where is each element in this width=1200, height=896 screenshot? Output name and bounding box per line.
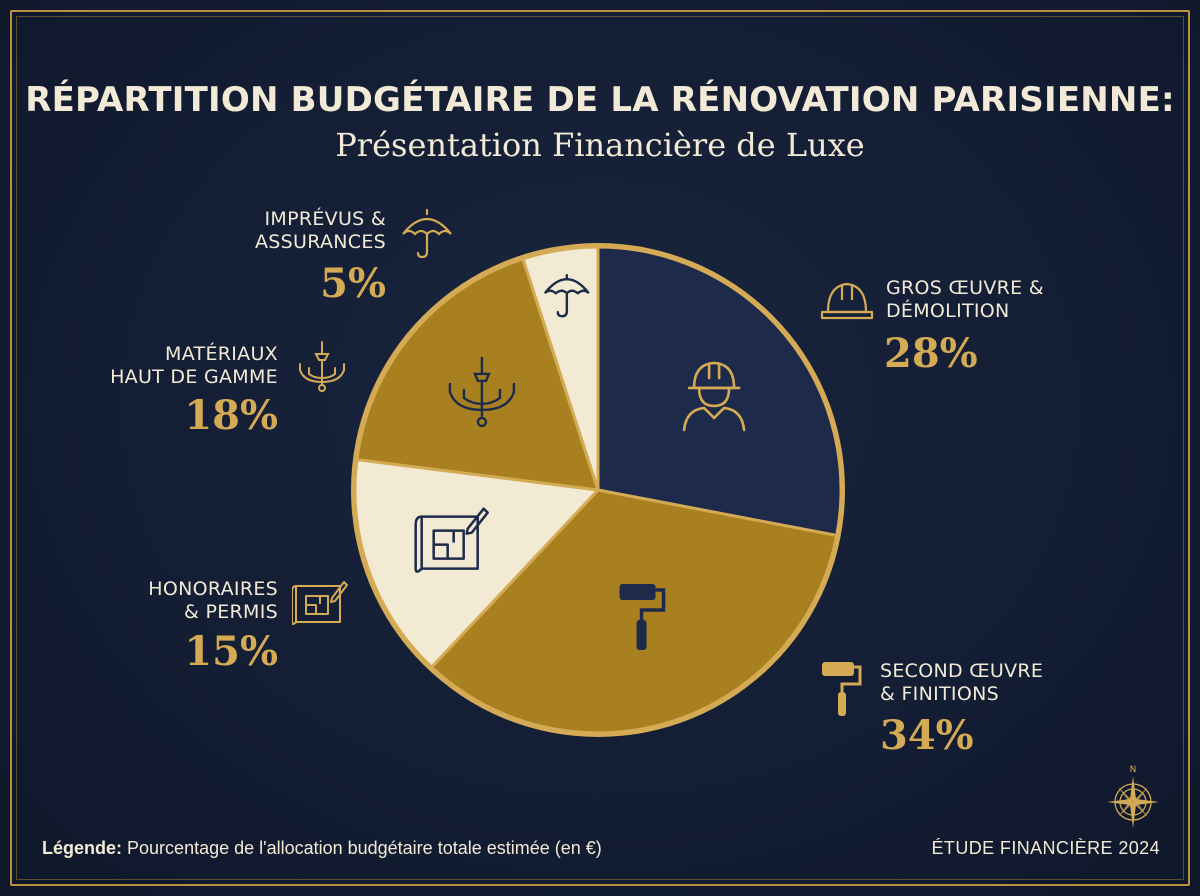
footer-study-label: ÉTUDE FINANCIÈRE 2024 <box>931 838 1160 858</box>
slice-chandelier-icon <box>448 356 516 428</box>
label-imprevus: IMPRÉVUS & ASSURANCES <box>255 208 386 253</box>
label-honoraires: HONORAIRES & PERMIS <box>148 578 278 623</box>
value-gros-oeuvre: 28% <box>884 330 978 377</box>
pie-slice-gros <box>596 245 843 538</box>
legend-text: Pourcentage de l'allocation budgétaire t… <box>127 838 602 858</box>
helmet-icon <box>820 282 874 320</box>
label-second-oeuvre: SECOND ŒUVRE & FINITIONS <box>880 660 1044 705</box>
label-materiaux: MATÉRIAUX HAUT DE GAMME <box>110 343 278 388</box>
value-materiaux: 18% <box>184 392 278 439</box>
slice-worker-helmet-icon <box>682 361 746 432</box>
inner-frame <box>16 16 1184 880</box>
value-honoraires: 15% <box>184 628 278 675</box>
outer-frame <box>10 10 1190 886</box>
chart-title: RÉPARTITION BUDGÉTAIRE DE LA RÉNOVATION … <box>25 80 1175 120</box>
chandelier-icon <box>299 341 345 392</box>
value-second-oeuvre: 34% <box>880 712 974 759</box>
pie-slice-imprevus <box>521 245 600 492</box>
paint-roller-icon <box>822 662 862 716</box>
blueprint-icon <box>292 581 348 625</box>
label-gros-oeuvre: GROS ŒUVRE & DÉMOLITION <box>886 277 1044 322</box>
slice-umbrella-icon <box>543 273 590 318</box>
chart-subtitle: Présentation Financière de Luxe <box>335 126 865 164</box>
legend-note: Légende: Pourcentage de l'allocation bud… <box>42 838 602 859</box>
slice-paint-roller-icon <box>619 584 666 651</box>
umbrella-icon <box>402 208 452 259</box>
legend-key: Légende: <box>42 838 123 858</box>
compass-rose-icon: N <box>1107 765 1159 828</box>
compass-letter: N <box>1130 765 1137 775</box>
value-imprevus: 5% <box>320 260 386 307</box>
slice-blueprint-icon <box>414 507 489 573</box>
pie-slice-second <box>430 488 839 735</box>
